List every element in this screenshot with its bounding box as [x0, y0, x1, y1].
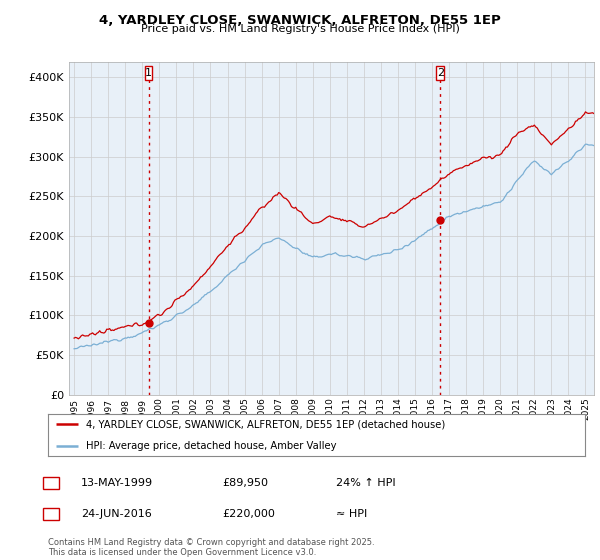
- Text: 1: 1: [47, 478, 55, 488]
- Text: 4, YARDLEY CLOSE, SWANWICK, ALFRETON, DE55 1EP: 4, YARDLEY CLOSE, SWANWICK, ALFRETON, DE…: [99, 14, 501, 27]
- Text: ≈ HPI: ≈ HPI: [336, 509, 367, 519]
- Text: 24-JUN-2016: 24-JUN-2016: [81, 509, 152, 519]
- Text: 1: 1: [145, 68, 152, 78]
- Text: 13-MAY-1999: 13-MAY-1999: [81, 478, 153, 488]
- Text: 4, YARDLEY CLOSE, SWANWICK, ALFRETON, DE55 1EP (detached house): 4, YARDLEY CLOSE, SWANWICK, ALFRETON, DE…: [86, 419, 445, 430]
- Bar: [436, 66, 444, 81]
- Text: Contains HM Land Registry data © Crown copyright and database right 2025.
This d: Contains HM Land Registry data © Crown c…: [48, 538, 374, 557]
- Text: £89,950: £89,950: [222, 478, 268, 488]
- Text: 24% ↑ HPI: 24% ↑ HPI: [336, 478, 395, 488]
- Text: 2: 2: [437, 68, 444, 78]
- Text: Price paid vs. HM Land Registry's House Price Index (HPI): Price paid vs. HM Land Registry's House …: [140, 24, 460, 34]
- Bar: [145, 66, 152, 81]
- Text: £220,000: £220,000: [222, 509, 275, 519]
- Text: HPI: Average price, detached house, Amber Valley: HPI: Average price, detached house, Ambe…: [86, 441, 336, 451]
- Text: 2: 2: [47, 509, 55, 519]
